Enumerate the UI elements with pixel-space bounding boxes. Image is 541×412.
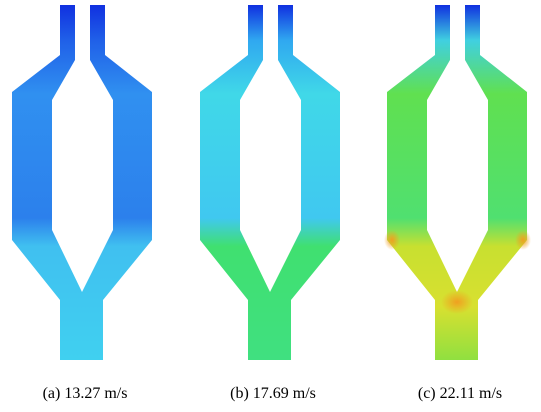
hot-spot [384, 230, 400, 250]
caption: (a) 13.27 m/s [43, 385, 128, 402]
panel-c: (c) 22.11 m/s [384, 5, 531, 402]
flow-contour [200, 5, 340, 360]
caption: (b) 17.69 m/s [230, 385, 316, 402]
panel-b: (b) 17.69 m/s [200, 5, 340, 402]
caption: (c) 22.11 m/s [418, 385, 502, 402]
flow-contour [12, 5, 152, 360]
hot-spot [515, 230, 531, 250]
panel-a: (a) 13.27 m/s [12, 5, 152, 402]
hot-spot [441, 290, 473, 314]
